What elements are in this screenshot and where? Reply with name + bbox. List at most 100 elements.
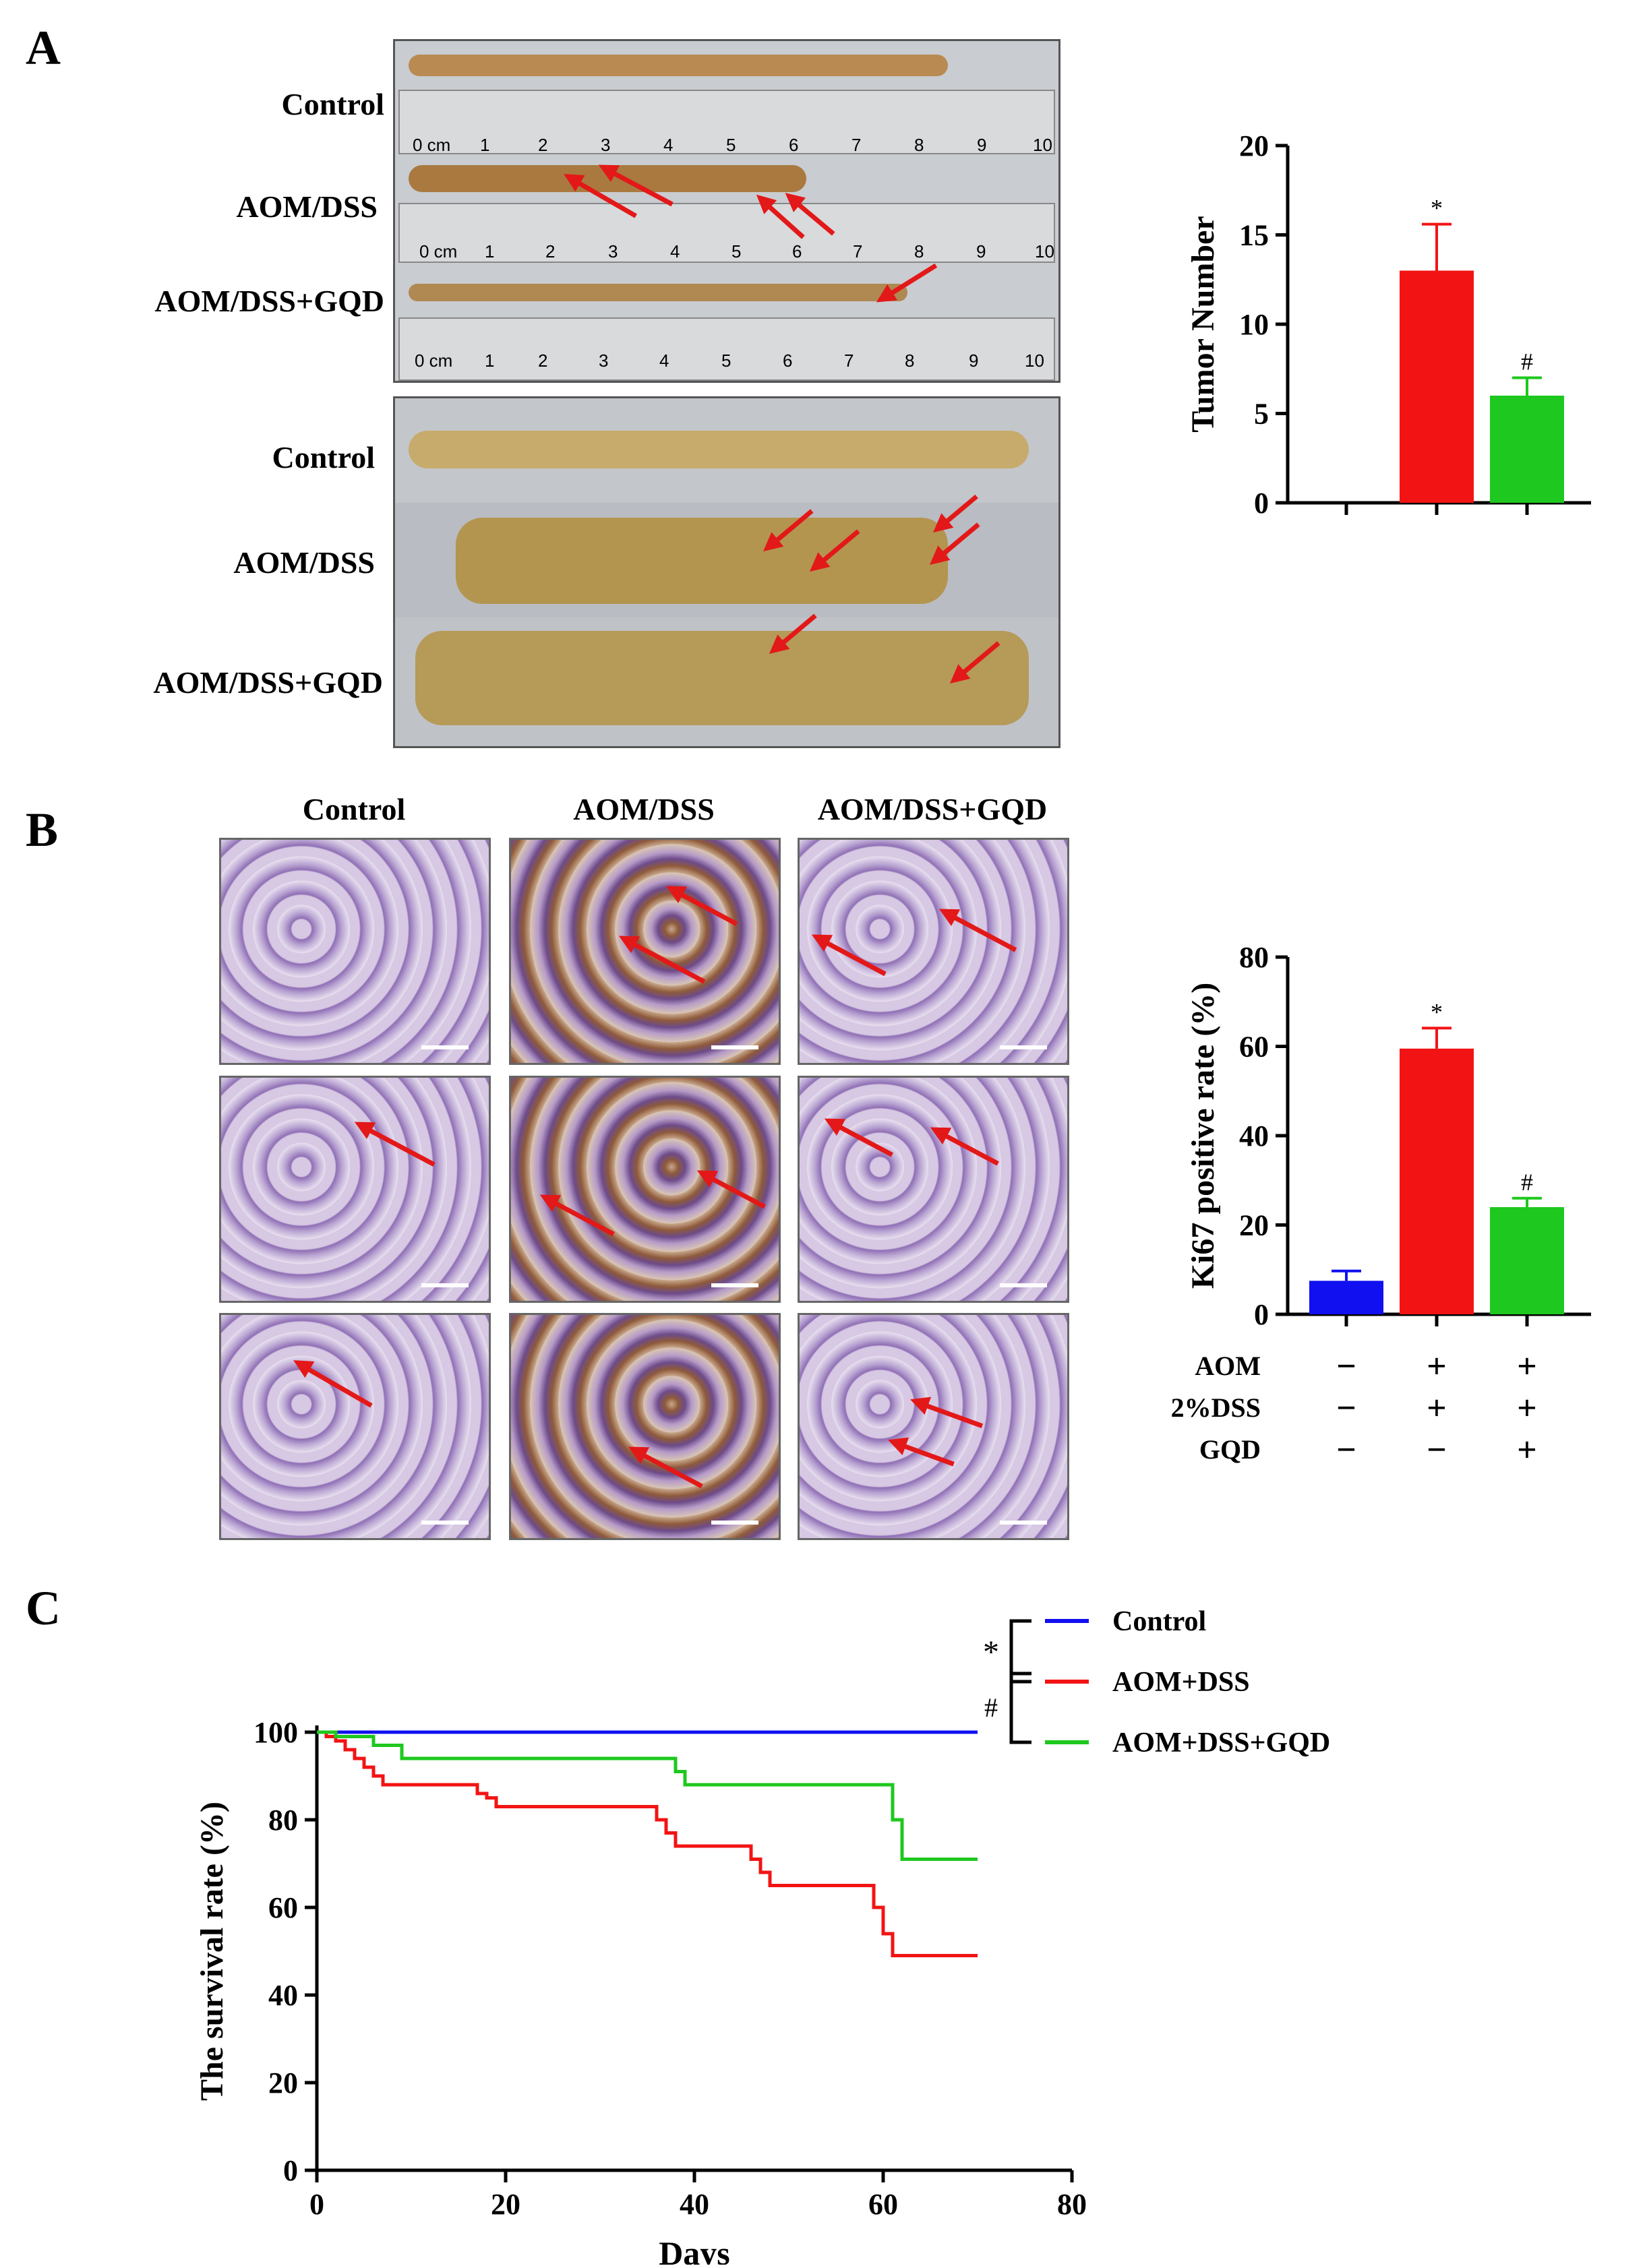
tick-1: 1 xyxy=(480,135,490,155)
tick-0: 0 cm xyxy=(415,350,453,371)
scale-bar xyxy=(421,1283,469,1287)
y-tick-label: 40 xyxy=(268,1979,298,2012)
tick-4: 4 xyxy=(659,350,669,371)
y-axis-label: Tumor Number xyxy=(1185,216,1221,432)
y-tick-label: 10 xyxy=(1239,308,1269,341)
scale-bar xyxy=(421,1521,469,1525)
tick-10: 10 xyxy=(1033,135,1052,155)
tick-5: 5 xyxy=(726,135,736,155)
y-tick-label: 15 xyxy=(1239,219,1269,252)
tick-7: 7 xyxy=(853,241,863,262)
y-tick-label: 0 xyxy=(1254,487,1269,519)
y-tick-label: 80 xyxy=(1239,941,1269,974)
scale-bar xyxy=(1000,1283,1047,1287)
tick-3: 3 xyxy=(601,135,611,155)
tick-6: 6 xyxy=(792,241,802,262)
treatment-sign: + xyxy=(1517,1431,1537,1469)
ihc-image-control-2 xyxy=(219,1076,491,1303)
treatment-label: AOM xyxy=(1195,1351,1261,1381)
ihc-column-label-aom-dss: AOM/DSS xyxy=(573,792,715,826)
ihc-image-aom-dss-3 xyxy=(509,1313,781,1540)
survival-line-chart: 0 20 40 60 80 100 0 20 40 60 80 Days The survival ra… xyxy=(194,1606,1330,2265)
tick-3: 3 xyxy=(608,241,618,262)
bar-aom-dss xyxy=(1400,1048,1474,1314)
y-tick-label: 0 xyxy=(1254,1298,1269,1331)
tick-9: 9 xyxy=(976,241,986,262)
y-tick-label: 60 xyxy=(268,1891,298,1924)
legend-label: AOM+DSS+GQD xyxy=(1112,1727,1330,1758)
significance-mark: # xyxy=(1521,1169,1533,1196)
treatment-sign: − xyxy=(1336,1389,1356,1428)
tick-8: 8 xyxy=(905,350,915,371)
tick-4: 4 xyxy=(663,135,674,155)
scale-bar xyxy=(711,1521,758,1525)
opened-colon-aom-dss xyxy=(456,518,948,604)
colon-specimen-control xyxy=(409,55,948,76)
opened-colon-aom-dss-gqd xyxy=(415,631,1029,725)
open-strip-aom-dss xyxy=(395,503,1058,619)
treatment-sign: − xyxy=(1427,1431,1447,1469)
x-tick-label: 40 xyxy=(680,2188,709,2221)
tick-4: 4 xyxy=(670,241,680,262)
open-label-control: Control xyxy=(272,440,376,474)
significance-mark: * xyxy=(983,1634,999,1670)
ruler-strip-aom-dss xyxy=(395,156,1058,265)
significance-mark: # xyxy=(1521,348,1533,375)
bar-control xyxy=(1309,1281,1383,1314)
panel-label-b: B xyxy=(26,803,59,857)
ruler-aom-dss xyxy=(398,203,1055,263)
x-tick-label: 60 xyxy=(868,2188,898,2221)
legend-label: AOM+DSS xyxy=(1112,1667,1250,1698)
series-line-aom-dss xyxy=(317,1730,978,1957)
tick-1: 1 xyxy=(485,350,495,371)
treatment-sign: + xyxy=(1517,1347,1537,1386)
ruler-label-aom-dss: AOM/DSS xyxy=(236,189,378,224)
x-tick-label: 80 xyxy=(1057,2188,1087,2221)
scale-bar xyxy=(1000,1521,1047,1525)
y-tick-label: 60 xyxy=(1239,1031,1269,1064)
ruler-strip-aom-dss-gqd xyxy=(395,264,1058,381)
treatment-sign: − xyxy=(1336,1431,1356,1469)
y-axis-label: The survival rate (%) xyxy=(194,1802,230,2101)
y-tick-label: 0 xyxy=(283,2154,298,2187)
treatment-label: GQD xyxy=(1199,1434,1261,1465)
x-axis-label: Days xyxy=(659,2234,730,2265)
open-label-aom-dss-gqd: AOM/DSS+GQD xyxy=(153,665,383,700)
y-tick-label: 80 xyxy=(268,1804,298,1837)
x-tick-label: 0 xyxy=(309,2188,324,2221)
treatment-sign: + xyxy=(1427,1347,1447,1386)
y-tick-label: 40 xyxy=(1239,1120,1269,1153)
ihc-column-label-aom-dss-gqd: AOM/DSS+GQD xyxy=(817,792,1048,826)
scale-bar xyxy=(421,1045,469,1049)
bar-aom-dss xyxy=(1400,270,1474,503)
y-axis-label: Ki67 positive rate (%) xyxy=(1185,983,1221,1289)
tick-8: 8 xyxy=(914,135,924,155)
tick-0: 0 cm xyxy=(419,241,458,262)
colon-opened-photo xyxy=(393,396,1060,748)
significance-mark: * xyxy=(1431,998,1443,1025)
colon-ruler-photo xyxy=(393,39,1060,383)
significance-mark: # xyxy=(984,1692,998,1723)
tick-6: 6 xyxy=(783,350,793,371)
scale-bar xyxy=(1000,1045,1047,1049)
ruler-strip-control xyxy=(395,41,1058,157)
ihc-image-control-3 xyxy=(219,1313,491,1540)
tick-10: 10 xyxy=(1025,350,1044,371)
open-strip-control xyxy=(395,398,1058,504)
legend-label: Control xyxy=(1112,1606,1206,1637)
tick-2: 2 xyxy=(538,350,548,371)
y-tick-label: 20 xyxy=(1239,1209,1269,1242)
opened-colon-control xyxy=(409,431,1029,468)
significance-bracket xyxy=(1009,1619,1031,1684)
significance-mark: * xyxy=(1431,195,1443,222)
x-tick-label: 20 xyxy=(491,2188,520,2221)
ruler-label-aom-dss-gqd: AOM/DSS+GQD xyxy=(154,284,384,318)
treatment-sign: − xyxy=(1336,1347,1356,1386)
significance-bracket xyxy=(1009,1672,1031,1744)
y-tick-label: 20 xyxy=(268,2066,298,2100)
y-tick-label: 5 xyxy=(1254,398,1269,431)
ihc-image-control-1 xyxy=(219,838,491,1065)
open-strip-aom-dss-gqd xyxy=(395,617,1058,746)
bar-aom-dss-gqd xyxy=(1490,396,1564,503)
